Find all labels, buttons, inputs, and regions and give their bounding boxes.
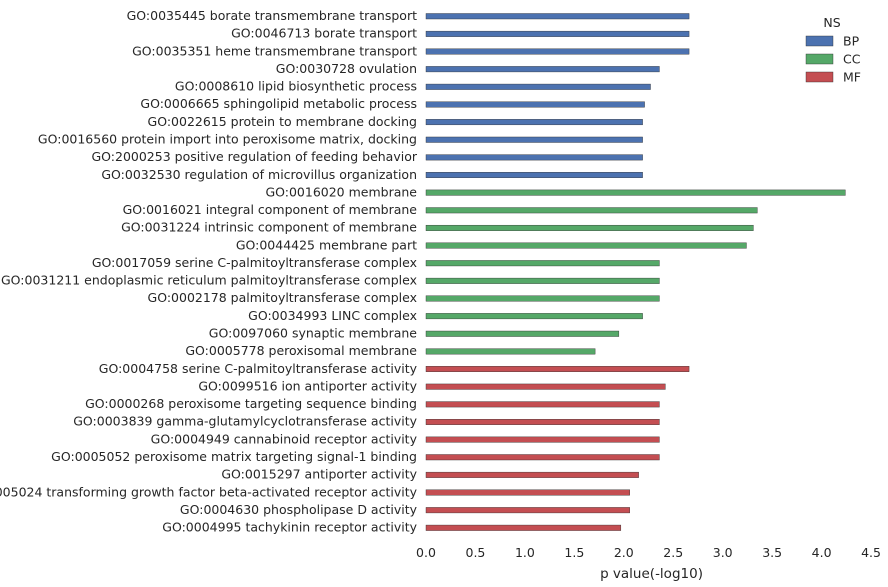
bar-cc bbox=[425, 295, 660, 302]
bar-bp bbox=[425, 101, 645, 108]
category-label: GO:0005052 peroxisome matrix targeting s… bbox=[51, 449, 417, 464]
category-label: GO:0004949 cannabinoid receptor activity bbox=[151, 431, 418, 446]
legend: NS BP CC MF bbox=[805, 15, 861, 85]
bar-bp bbox=[425, 30, 690, 37]
category-label: GO:0034993 LINC complex bbox=[248, 308, 417, 323]
category-label: GO:0003839 gamma-glutamylcyclotransferas… bbox=[73, 414, 417, 429]
category-label: GO:0015297 antiporter activity bbox=[221, 467, 417, 482]
category-label: GO:0032530 regulation of microvillus org… bbox=[101, 167, 417, 182]
bar-mf bbox=[425, 524, 622, 531]
bar-bp bbox=[425, 83, 651, 90]
bar-bp bbox=[425, 154, 643, 161]
bar-cc bbox=[425, 224, 754, 231]
category-label: GO:2000253 positive regulation of feedin… bbox=[91, 149, 417, 164]
x-tick-label: 4.5 bbox=[861, 545, 881, 560]
category-label: GO:0016021 integral component of membran… bbox=[123, 202, 418, 217]
category-label: GO:0005778 peroxisomal membrane bbox=[185, 343, 417, 358]
bar-mf bbox=[425, 419, 660, 425]
bar-bp bbox=[425, 136, 643, 143]
category-label: GO:0097060 synaptic membrane bbox=[209, 326, 418, 341]
category-label: GO:0016020 membrane bbox=[265, 184, 417, 199]
category-label: GO:0099516 ion antiporter activity bbox=[198, 378, 417, 393]
legend-swatch-bp bbox=[805, 35, 834, 47]
legend-label-mf: MF bbox=[843, 70, 861, 85]
bar-cc bbox=[425, 260, 660, 267]
bar-cc bbox=[425, 348, 596, 355]
bar-mf bbox=[425, 401, 660, 408]
category-label: GO:0035351 heme transmembrane transport bbox=[132, 43, 417, 58]
legend-label-bp: BP bbox=[843, 34, 860, 49]
bar-mf bbox=[425, 507, 630, 514]
bar-mf bbox=[425, 366, 690, 372]
category-label: GO:0002178 palmitoyltransferase complex bbox=[148, 290, 417, 305]
bar-bp bbox=[425, 172, 643, 178]
x-tick-label: 3.0 bbox=[713, 545, 733, 560]
x-axis-title: p value(-log10) bbox=[600, 566, 703, 582]
bar-bp bbox=[425, 66, 660, 73]
bar-cc bbox=[425, 330, 620, 337]
legend-title: NS bbox=[823, 15, 840, 30]
legend-label-cc: CC bbox=[843, 52, 861, 67]
category-label: GO:0004995 tachykinin receptor activity bbox=[162, 520, 417, 535]
bar-cc bbox=[425, 207, 758, 214]
bar-bp bbox=[425, 13, 690, 20]
bar-mf bbox=[425, 454, 660, 461]
x-tick-label: 0.0 bbox=[416, 545, 436, 560]
x-tick-label: 0.5 bbox=[466, 545, 486, 560]
category-label: GO:0004758 serine C-palmitoyltransferase… bbox=[99, 361, 418, 376]
bar-bp bbox=[425, 48, 690, 55]
category-label: GO:0017059 serine C-palmitoyltransferase… bbox=[92, 255, 417, 270]
category-label: GO:0044425 membrane part bbox=[236, 237, 417, 252]
bar-mf bbox=[425, 436, 660, 443]
x-tick-label: 3.5 bbox=[762, 545, 782, 560]
x-tick-label: 1.5 bbox=[564, 545, 584, 560]
bar-bp bbox=[425, 119, 643, 126]
category-label: GO:0022615 protein to membrane docking bbox=[148, 114, 417, 129]
category-label: GO:0008610 lipid biosynthetic process bbox=[175, 79, 417, 94]
bar-cc bbox=[425, 242, 747, 249]
bar-mf bbox=[425, 383, 666, 390]
x-axis-ticks: 0.0 0.5 1.0 1.5 2.0 2.5 3.0 3.5 4.0 4.5 bbox=[416, 545, 881, 560]
category-label: GO:0031211 endoplasmic reticulum palmito… bbox=[1, 273, 417, 288]
x-tick-label: 2.0 bbox=[614, 545, 634, 560]
bar-cc bbox=[425, 189, 846, 196]
category-label: GO:0005024 transforming growth factor be… bbox=[0, 484, 418, 499]
category-label: GO:0000268 peroxisome targeting sequence… bbox=[85, 396, 417, 411]
category-labels: GO:0035445 borate transmembrane transpor… bbox=[0, 8, 418, 535]
category-label: GO:0004630 phospholipase D activity bbox=[180, 502, 418, 517]
category-label: GO:0030728 ovulation bbox=[276, 61, 417, 76]
legend-swatch-cc bbox=[805, 53, 834, 65]
category-label: GO:0035445 borate transmembrane transpor… bbox=[127, 8, 417, 23]
bar-mf bbox=[425, 489, 630, 496]
legend-swatch-mf bbox=[805, 71, 834, 83]
category-label: GO:0031224 intrinsic component of membra… bbox=[121, 220, 417, 235]
x-tick-label: 1.0 bbox=[515, 545, 535, 560]
bars-layer bbox=[425, 13, 846, 531]
x-tick-label: 2.5 bbox=[663, 545, 683, 560]
category-label: GO:0016560 protein import into peroxisom… bbox=[38, 131, 417, 146]
bar-mf bbox=[425, 471, 639, 478]
x-tick-label: 4.0 bbox=[812, 545, 832, 560]
bar-cc bbox=[425, 277, 660, 284]
bar-cc bbox=[425, 313, 643, 320]
category-label: GO:0046713 borate transport bbox=[231, 26, 417, 41]
category-label: GO:0006665 sphingolipid metabolic proces… bbox=[140, 96, 417, 111]
